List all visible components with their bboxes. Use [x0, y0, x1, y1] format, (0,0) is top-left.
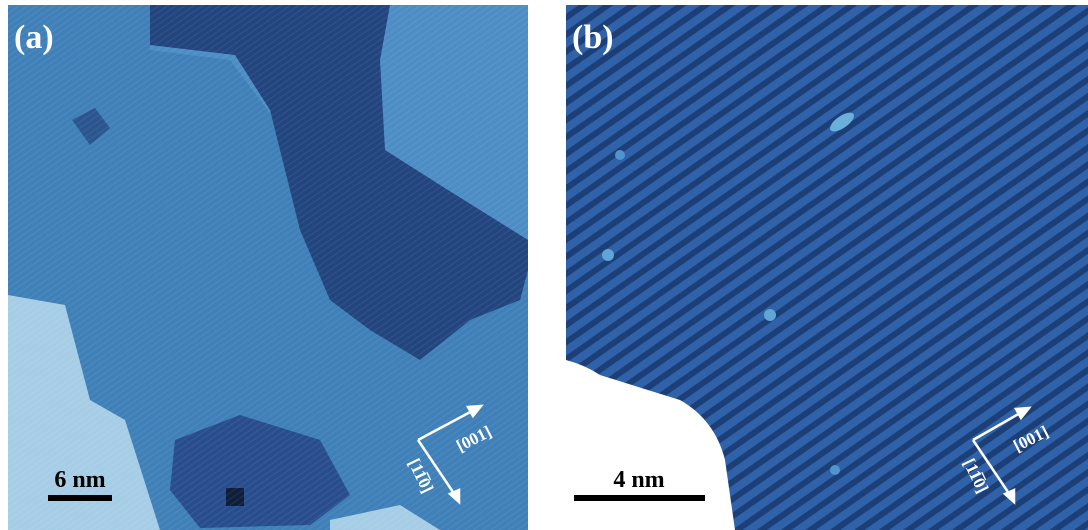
scale-bar-label: 6 nm: [54, 467, 105, 493]
panel-a-image: [8, 5, 528, 530]
scale-bar-label: 4 nm: [613, 467, 664, 493]
panel-label: (a): [14, 19, 54, 56]
panel-b-image: [566, 5, 1088, 530]
panel-label: (b): [572, 19, 614, 56]
figure: (a) 6 nm [001] [11̅0] (b) 4 nm [001] [11…: [0, 0, 1088, 530]
